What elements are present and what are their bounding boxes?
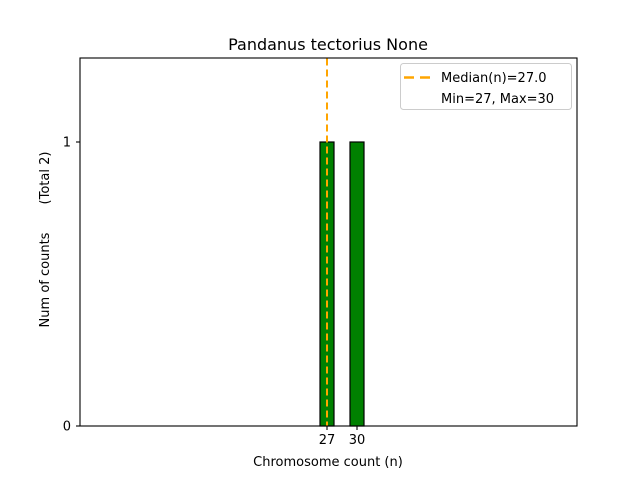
legend-box xyxy=(400,63,572,110)
legend: Median(n)=27.0 Min=27, Max=30 xyxy=(400,63,572,110)
legend-entry-median: Median(n)=27.0 xyxy=(441,71,547,86)
y-tick-label-1: 1 xyxy=(63,136,71,151)
chart-title: Pandanus tectorius None xyxy=(228,35,428,54)
x-tick-label-30: 30 xyxy=(349,433,366,448)
bar-series xyxy=(319,141,365,427)
legend-entry-minmax: Min=27, Max=30 xyxy=(441,92,554,107)
y-tick-label-0: 0 xyxy=(63,420,71,435)
plot-area-border xyxy=(79,57,578,427)
y-axis-label-total: (Total 2) xyxy=(38,152,53,205)
y-axis-ticks xyxy=(76,141,80,427)
x-axis-ticks xyxy=(326,426,358,430)
y-axis-label: Num of counts xyxy=(38,232,53,327)
bar-chromosome-30 xyxy=(349,141,365,427)
x-tick-label-27: 27 xyxy=(319,433,336,448)
x-axis-label: Chromosome count (n) xyxy=(253,455,403,470)
